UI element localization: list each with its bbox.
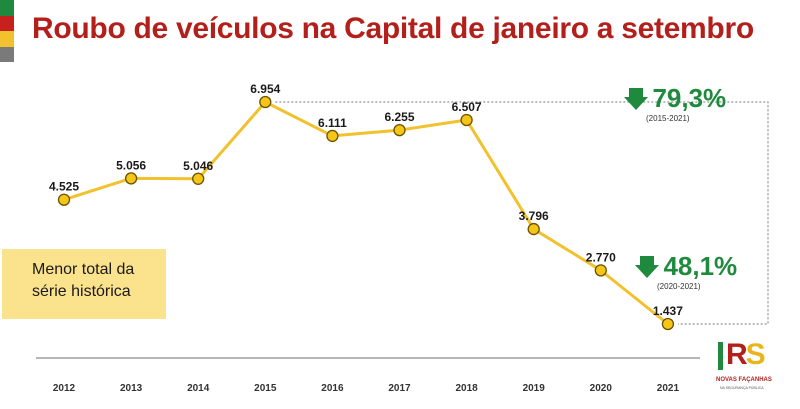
down-arrow-icon bbox=[635, 255, 659, 278]
flag-stripe-red bbox=[0, 15, 14, 31]
stat-total-drop: 79,3% (2015-2021) bbox=[624, 83, 727, 123]
logo-line-2: NA SEGURANÇA PÚBLICA bbox=[720, 386, 764, 390]
stat-recent-drop-range: (2020-2021) bbox=[657, 282, 701, 291]
flag-stripe-gray bbox=[0, 46, 14, 62]
x-tick-label-2013: 2013 bbox=[120, 383, 143, 394]
data-label-2014: 5.046 bbox=[183, 159, 213, 173]
x-tick-label-2021: 2021 bbox=[657, 383, 680, 394]
chart-title: Roubo de veículos na Capital de janeiro … bbox=[32, 12, 754, 45]
data-label-2016: 6.111 bbox=[318, 116, 347, 130]
x-tick-label-2018: 2018 bbox=[455, 383, 478, 394]
series-line bbox=[63, 100, 669, 326]
data-point-2019 bbox=[527, 222, 540, 236]
logo-green-bar bbox=[718, 342, 723, 370]
x-tick-label-2015: 2015 bbox=[254, 383, 277, 394]
data-point-2021 bbox=[661, 317, 675, 331]
x-tick-label-2012: 2012 bbox=[53, 383, 76, 394]
data-label-2017: 6.255 bbox=[384, 110, 414, 124]
x-tick-label-2014: 2014 bbox=[187, 383, 210, 394]
data-point-2014 bbox=[192, 172, 205, 185]
flag-stripes bbox=[0, 0, 14, 62]
stat-recent-drop-value: 48,1% bbox=[663, 251, 738, 281]
callout-line-1: Menor total da bbox=[32, 261, 135, 278]
x-tick-label-2019: 2019 bbox=[523, 383, 546, 394]
logo-mark: RS bbox=[726, 338, 766, 371]
stat-recent-drop: 48,1% (2020-2021) bbox=[635, 251, 738, 291]
data-label-2013: 5.056 bbox=[116, 158, 146, 172]
logo-line-1: NOVAS FAÇANHAS bbox=[716, 377, 772, 383]
flag-stripe-yellow bbox=[0, 31, 14, 47]
data-point-2015 bbox=[259, 95, 272, 109]
stat-total-drop-value: 79,3% bbox=[652, 83, 727, 113]
data-point-2016 bbox=[326, 129, 339, 143]
data-label-2019: 3.796 bbox=[519, 209, 549, 223]
callout-line-2: série histórica bbox=[32, 283, 131, 300]
x-tick-label-2020: 2020 bbox=[590, 383, 613, 394]
data-label-2018: 6.507 bbox=[452, 100, 482, 114]
flag-stripe-green bbox=[0, 0, 14, 16]
data-label-2020: 2.770 bbox=[586, 250, 616, 264]
x-tick-label-2016: 2016 bbox=[321, 383, 344, 394]
data-point-2013 bbox=[124, 172, 138, 185]
data-label-2012: 4.525 bbox=[49, 180, 79, 194]
stat-total-drop-range: (2015-2021) bbox=[646, 114, 690, 123]
data-label-2021: 1.437 bbox=[653, 304, 683, 318]
down-arrow-icon bbox=[624, 87, 648, 110]
x-tick-label-2017: 2017 bbox=[388, 383, 411, 394]
data-point-2012 bbox=[57, 193, 71, 206]
data-label-2015: 6.954 bbox=[250, 82, 280, 96]
data-point-2020 bbox=[594, 264, 607, 277]
callout-box: Menor total da série histórica bbox=[2, 249, 166, 319]
rs-government-logo: RS NOVAS FAÇANHAS NA SEGURANÇA PÚBLICA bbox=[716, 338, 788, 404]
data-point-2017 bbox=[393, 123, 406, 137]
data-point-2018 bbox=[460, 113, 473, 127]
